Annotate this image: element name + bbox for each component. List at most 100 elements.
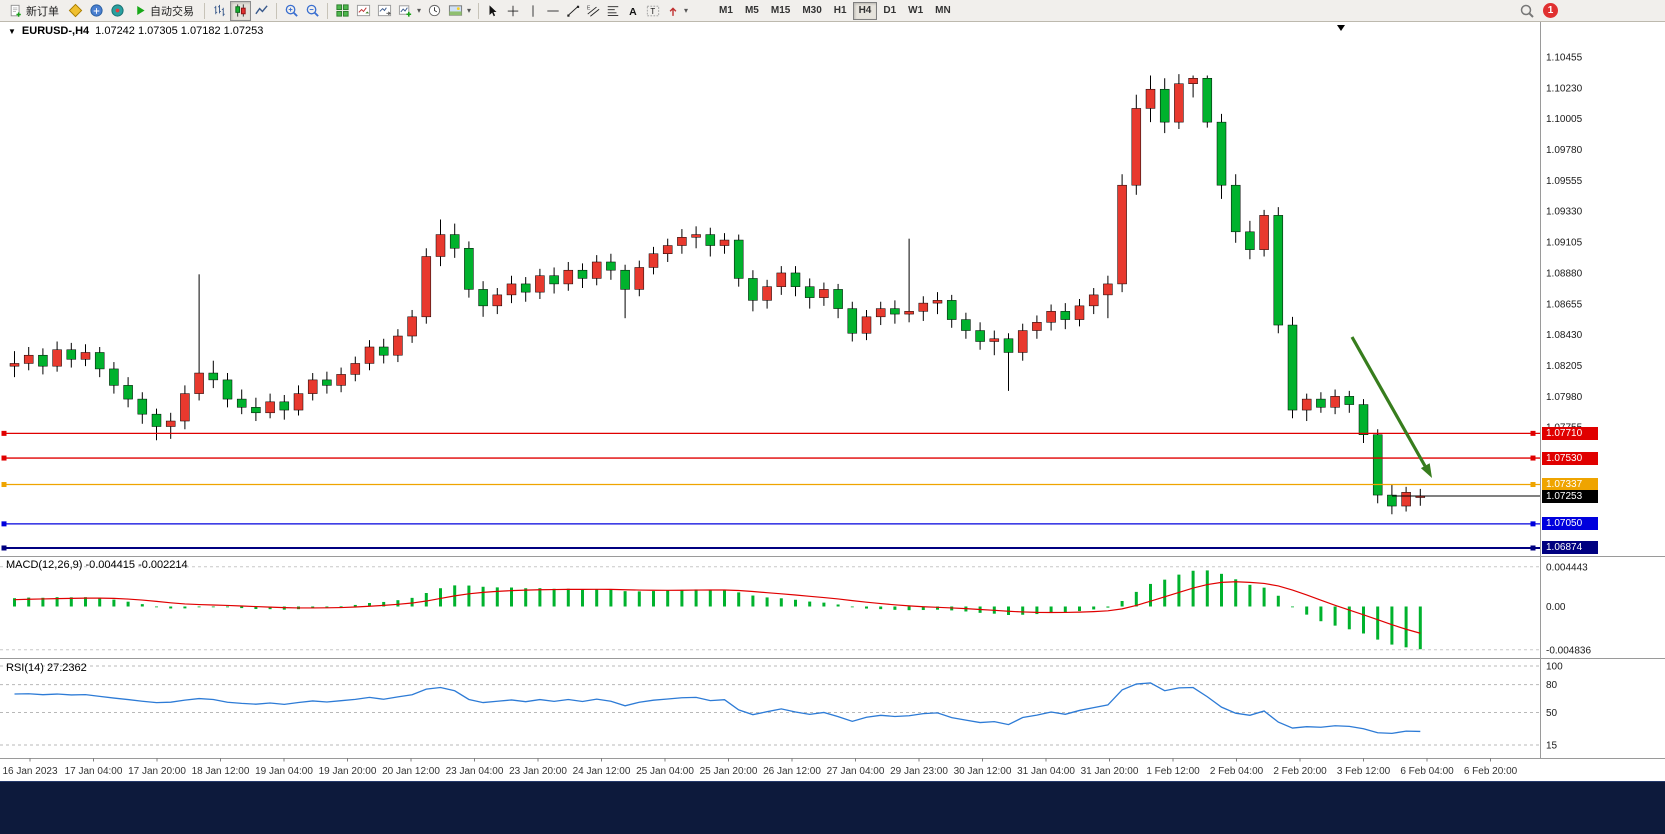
candlestick-chart-button[interactable] [230,0,251,21]
candle-body [407,316,417,337]
navigator-icon [110,3,125,18]
timeframe-h4[interactable]: H4 [852,1,878,20]
channel-tool-button[interactable]: E [583,1,603,21]
navigator-button[interactable] [107,1,128,21]
timeframe-m15[interactable]: M15 [765,2,796,20]
auto-scroll-button[interactable] [353,1,374,21]
price-line-tag[interactable]: 1.07530 [1542,451,1598,465]
price-line-tag[interactable]: 1.07710 [1542,426,1598,440]
line-handle[interactable] [1530,430,1536,436]
macd-histogram-bar [538,588,542,607]
chart-shift-marker[interactable] [1337,25,1345,31]
new-order-button[interactable]: 新订单 [3,1,65,21]
time-axis-label: 29 Jan 23:00 [890,766,948,777]
macd-histogram-bar [666,590,670,607]
price-axis-label: 1.07980 [1546,392,1583,403]
macd-histogram-bar [424,593,428,607]
cursor-tool-button[interactable] [483,1,503,21]
ohlc-label: 1.07242 1.07305 1.07182 1.07253 [95,25,264,37]
indicators-button[interactable]: ▾ [395,1,424,21]
new-order-label: 新订单 [26,5,59,18]
timeframe-m5[interactable]: M5 [739,2,765,20]
templates-button[interactable]: ▾ [445,1,474,21]
horizontal-line-tool-button[interactable] [543,1,563,21]
macd-histogram-bar [55,597,59,607]
chart-shift-button[interactable] [374,1,395,21]
timeframe-h1[interactable]: H1 [828,2,853,20]
line-handle[interactable] [1,545,7,551]
line-chart-button[interactable] [251,1,272,21]
timeframe-m1[interactable]: M1 [713,2,739,20]
time-axis-label: 25 Jan 20:00 [700,766,758,777]
macd-histogram-bar [1134,591,1138,607]
candle-body [591,261,602,279]
macd-histogram-bar [1220,573,1223,607]
price-line-tag[interactable]: 1.06874 [1542,541,1598,555]
search-icon[interactable] [1519,3,1535,19]
arrow-annotation-head[interactable] [1420,463,1432,478]
price-line-tag[interactable]: 1.07337 [1542,478,1598,491]
line-handle[interactable] [1,430,7,436]
price-axis-label: 1.08205 [1546,361,1583,372]
fibonacci-icon [606,4,620,18]
candle-body [350,363,361,375]
timeframe-m30[interactable]: M30 [796,2,827,20]
price-line-tag[interactable]: 1.07050 [1542,517,1598,531]
line-handle[interactable] [1530,455,1536,461]
macd-histogram-bar [1078,606,1081,612]
market-watch-button[interactable] [65,1,86,21]
candle-body [265,401,275,414]
data-window-button[interactable] [86,1,107,21]
time-axis-label: 6 Feb 04:00 [1400,766,1454,777]
price-axis-label: 1.09105 [1546,238,1583,249]
zoom-out-button[interactable] [302,1,323,21]
macd-histogram-bar [751,595,755,607]
crosshair-tool-button[interactable] [503,1,523,21]
line-handle[interactable] [1,482,7,488]
macd-histogram-bar [495,587,499,607]
periods-button[interactable] [424,1,445,21]
text-tool-icon: A [626,4,640,18]
data-window-icon [89,3,104,18]
text-tool-button[interactable]: A [623,1,643,21]
candle-body [904,311,914,315]
price-axis-label: 1.09555 [1546,176,1583,187]
fibonacci-tool-button[interactable] [603,1,623,21]
line-handle[interactable] [1530,545,1536,551]
line-handle[interactable] [1,521,7,527]
zoom-in-button[interactable] [281,1,302,21]
line-handle[interactable] [1530,521,1536,527]
templates-icon [448,3,463,18]
autotrading-button[interactable]: 自动交易 [128,1,200,21]
macd-histogram-bar [1248,584,1252,607]
vertical-line-tool-button[interactable] [523,1,543,21]
one-click-trading-toggle[interactable]: ▼ [8,26,16,36]
candle-body [1131,108,1142,186]
tile-windows-button[interactable] [332,1,353,21]
timeframe-d1[interactable]: D1 [877,2,902,20]
notification-badge[interactable]: 1 [1543,3,1558,18]
macd-signal-line [14,581,1421,634]
candle-body [1003,338,1014,353]
macd-histogram-bar [339,606,343,608]
macd-histogram-bar [1291,606,1294,608]
candle-body [946,300,957,320]
arrows-tool-button[interactable]: ▾ [663,1,691,21]
tile-windows-icon [335,3,350,18]
macd-histogram-bar [652,591,655,607]
trendline-tool-button[interactable] [563,1,583,21]
line-handle[interactable] [1,455,7,461]
label-tool-button[interactable]: T [643,1,663,21]
macd-histogram-bar [510,587,513,607]
candle-body [421,256,432,318]
bars-chart-button[interactable] [209,1,230,21]
arrow-annotation-shaft[interactable] [1350,336,1427,467]
time-axis-label: 1 Feb 12:00 [1146,766,1200,777]
macd-histogram-bar [1106,606,1110,608]
timeframe-mn[interactable]: MN [929,2,957,20]
timeframe-w1[interactable]: W1 [902,2,929,20]
chart-canvas[interactable]: 1.10455 1.10230 1.10005 1.09780 1.09555 1.093… [0,0,1665,781]
line-handle[interactable] [1530,482,1536,488]
time-axis-label: 23 Jan 04:00 [446,766,504,777]
candle-body [1032,322,1042,331]
